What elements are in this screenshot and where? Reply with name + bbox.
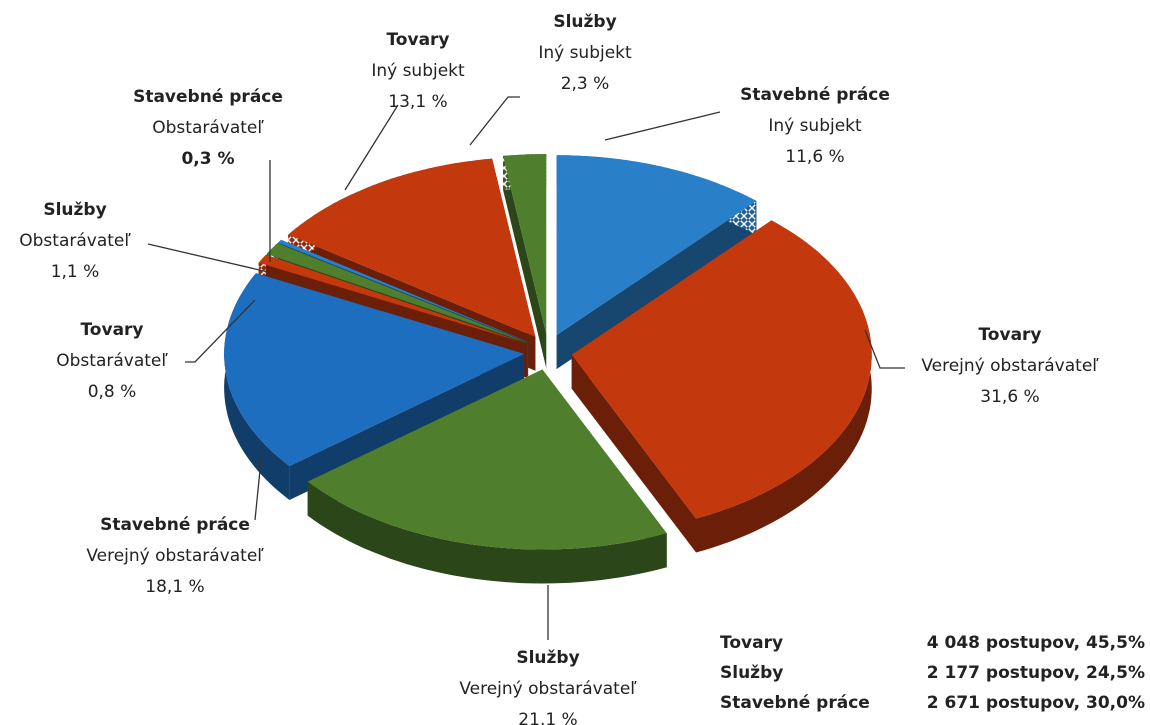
slice-value-label: 13,1 % <box>388 92 447 112</box>
slice-label: Verejný obstarávateľ <box>459 679 637 699</box>
slice <box>224 273 525 466</box>
slice-value-label: 18,1 % <box>145 577 204 597</box>
slice-wall <box>503 155 547 369</box>
slice <box>277 239 529 342</box>
slice-label: Verejný obstarávateľ <box>921 356 1099 376</box>
leader-line <box>344 104 399 191</box>
leader-line <box>185 299 256 363</box>
slice-group: Služby <box>553 12 616 32</box>
slice-group: Stavebné práce <box>100 515 250 535</box>
slice-label: Obstarávateľ <box>152 118 264 138</box>
slice-label: Iný subjekt <box>768 116 862 136</box>
slice-side <box>307 481 667 584</box>
slice-label: Verejný obstarávateľ <box>86 546 264 566</box>
slice-value-label: 0,3 % <box>181 149 234 169</box>
slice-wall <box>556 200 757 370</box>
slice-group: Tovary <box>80 320 143 340</box>
slice <box>307 369 667 550</box>
slice-value-label: 2,3 % <box>561 74 610 94</box>
leader-line <box>254 449 263 521</box>
slice-group: Tovary <box>386 30 449 50</box>
slice-label: Iný subjekt <box>538 43 632 63</box>
slice-group: Stavebné práce <box>740 85 890 105</box>
slice-group: Tovary <box>978 325 1041 345</box>
slice-group: Stavebné práce <box>133 87 283 107</box>
slice-group: Služby <box>43 200 106 220</box>
slice-value-label: 0,8 % <box>88 382 137 402</box>
leader-line <box>469 96 520 146</box>
slice-group: Služby <box>516 648 579 668</box>
slice-label: Obstarávateľ <box>19 231 131 251</box>
slice-value-label: 21,1 % <box>518 710 577 725</box>
slice <box>258 254 527 344</box>
slice <box>288 158 536 337</box>
slice <box>503 154 547 335</box>
summary-name: Služby <box>720 663 783 683</box>
leader-line <box>864 329 905 369</box>
slice-value-label: 31,6 % <box>980 387 1039 407</box>
summary-label: 2 671 postupov, 30,0% <box>927 693 1145 713</box>
slice-side <box>696 220 872 553</box>
summary-name: Stavebné práce <box>720 693 870 713</box>
leader-line <box>147 243 269 273</box>
slice <box>571 220 872 519</box>
slice <box>266 243 528 343</box>
slice <box>556 155 757 336</box>
leader-line <box>604 111 721 141</box>
slice-label: Iný subjekt <box>371 61 465 81</box>
summary-label: 2 177 postupov, 24,5% <box>927 663 1145 683</box>
slice-wall <box>571 354 697 553</box>
summary-label: 4 048 postupov, 45,5% <box>927 633 1145 653</box>
summary-name: Tovary <box>720 633 783 653</box>
slice-side <box>224 273 290 500</box>
slice-label: Obstarávateľ <box>56 351 168 371</box>
slice-value-label: 1,1 % <box>51 262 100 282</box>
slice-value-label: 11,6 % <box>785 147 844 167</box>
